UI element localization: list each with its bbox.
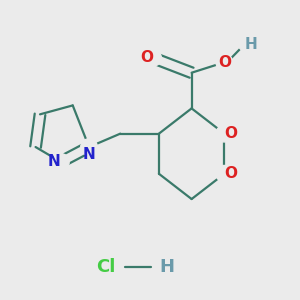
Text: N: N [48, 154, 61, 169]
Text: N: N [83, 147, 95, 162]
Text: H: H [245, 37, 258, 52]
Circle shape [145, 50, 161, 66]
Text: O: O [224, 126, 237, 141]
Circle shape [52, 154, 69, 170]
Circle shape [81, 139, 98, 155]
Circle shape [216, 125, 232, 142]
Circle shape [216, 54, 232, 70]
Circle shape [238, 38, 252, 51]
Text: O: O [224, 166, 237, 181]
Text: O: O [218, 55, 231, 70]
Circle shape [216, 166, 232, 182]
Text: O: O [140, 50, 153, 65]
Text: H: H [159, 258, 174, 276]
Text: Cl: Cl [96, 258, 116, 276]
